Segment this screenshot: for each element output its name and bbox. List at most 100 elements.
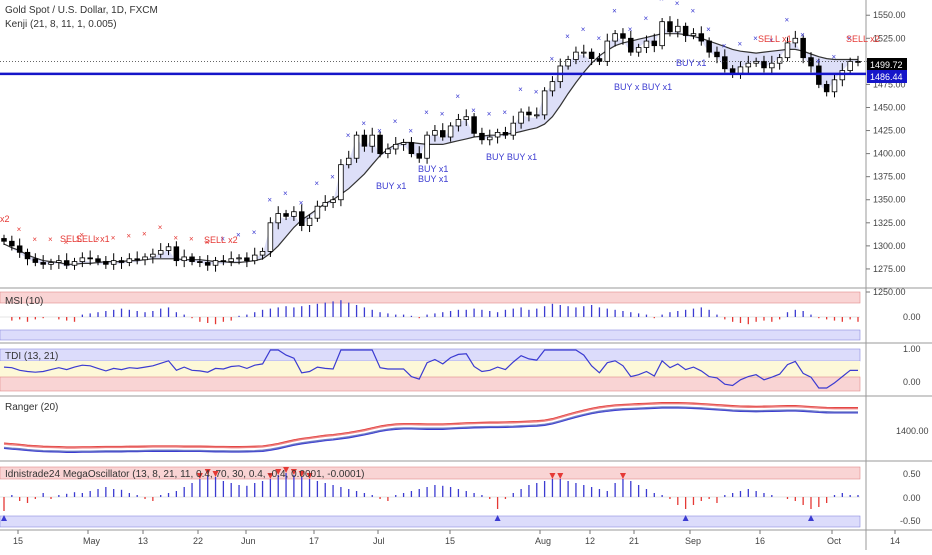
msi-title: MSI (10) (5, 296, 43, 307)
mega-oscillator-pane[interactable] (0, 467, 860, 521)
fractal-marker: × (847, 34, 852, 43)
mega-buy-arrow (1, 515, 7, 521)
fractal-marker: × (126, 231, 131, 240)
candle-body (635, 47, 642, 53)
candle-body (682, 25, 689, 36)
signal-label: SELL x1 (76, 234, 110, 244)
signal-label: BUY x BUY x1 (614, 82, 672, 92)
channel-price-label: 1486.44 (870, 72, 903, 82)
candle-body (659, 21, 665, 47)
candle-body (588, 51, 595, 59)
fractal-marker: × (659, 0, 664, 3)
candle-body (181, 256, 187, 262)
msi-upper-band (0, 291, 861, 304)
candle-body (212, 260, 219, 266)
time-axis-label: 15 (445, 536, 455, 546)
time-axis-label: Oct (827, 536, 842, 546)
candle-body (150, 253, 156, 258)
candle-body (118, 260, 125, 263)
tdi-pane[interactable] (3, 349, 859, 389)
candle-body (298, 211, 305, 226)
candle-body (494, 131, 501, 138)
candle-body (291, 211, 297, 217)
ranger-line (3, 407, 858, 453)
fractal-marker: × (628, 25, 633, 34)
time-axis-label: Jun (241, 536, 256, 546)
candle-body (714, 51, 720, 58)
candle-body (126, 258, 133, 263)
candle-body (306, 217, 313, 226)
candle-body (400, 142, 407, 145)
time-axis-label: 13 (138, 536, 148, 546)
mega-upper-band (0, 466, 861, 480)
candle-body (369, 134, 375, 147)
candle-body (776, 57, 783, 64)
candle-body (204, 262, 211, 266)
ranger-line (3, 406, 858, 452)
candle-body (816, 65, 822, 85)
signal-label: BUY x1 (418, 174, 448, 184)
candle-body (345, 157, 352, 166)
indicator-legend: Kenji (21, 8, 11, 1, 0.005) (5, 19, 117, 30)
mega-sell-arrow (267, 473, 274, 479)
main-price-pane[interactable]: × × × × × × × × × × × × × × × × × × × × × × × × × × × × × × × × × × × × × × × ×… (0, 0, 866, 272)
candle-body (471, 116, 477, 134)
candle-body (823, 84, 830, 93)
fractal-marker: × (643, 14, 648, 23)
candle-body (165, 246, 172, 251)
candle-body (847, 60, 853, 71)
candle-body (784, 42, 791, 59)
candle-body (651, 40, 658, 47)
candle-body (236, 257, 242, 260)
candle-body (244, 257, 250, 262)
fractal-marker: × (753, 34, 758, 43)
fractal-marker: × (267, 196, 272, 205)
price-tick-label: 1300.00 (873, 241, 906, 251)
candle-body (706, 40, 712, 53)
candle-body (534, 114, 540, 117)
signal-label: BUY x1 (376, 181, 406, 191)
candle-body (769, 62, 775, 69)
tdi-title: TDI (13, 21) (5, 351, 58, 362)
candle-body (9, 240, 15, 247)
fractal-marker: × (64, 238, 69, 247)
candle-body (330, 199, 336, 203)
fractal-marker: × (32, 235, 37, 244)
candle-body (581, 51, 587, 54)
candle-body (408, 142, 415, 155)
ranger-line (3, 403, 858, 449)
fractal-marker: × (800, 30, 805, 39)
candle-body (698, 33, 705, 42)
ranger-pane[interactable] (3, 402, 858, 453)
candle-body (487, 136, 493, 141)
fractal-marker: × (377, 126, 382, 135)
price-tick-label: 1475.00 (873, 79, 906, 89)
fractal-marker: × (706, 25, 711, 34)
fractal-marker: × (471, 106, 476, 115)
fractal-marker: × (690, 6, 695, 15)
candle-body (596, 58, 603, 62)
fractal-marker: × (816, 57, 821, 66)
msi-pane[interactable] (0, 300, 860, 325)
candle-body (690, 33, 697, 36)
candle-body (40, 262, 46, 265)
kenji-band (4, 24, 858, 268)
fractal-marker: × (17, 225, 22, 234)
price-tick-label: 1450.00 (873, 102, 906, 112)
fractal-marker: × (142, 230, 147, 239)
time-axis-label: 14 (890, 536, 900, 546)
candle-body (24, 251, 31, 260)
msi-lower-band (0, 329, 861, 341)
tdi-upper-band (0, 348, 861, 362)
candle-body (228, 258, 234, 262)
fractal-marker: × (518, 85, 523, 94)
mega-sell-arrow (549, 473, 556, 479)
price-tick-label: 1375.00 (873, 172, 906, 182)
candle-body (1, 238, 7, 242)
candle-body (604, 40, 611, 62)
candle-body (71, 261, 78, 266)
mega-tick: -0.50 (900, 516, 921, 526)
candle-body (565, 59, 571, 67)
candle-body (549, 81, 556, 92)
